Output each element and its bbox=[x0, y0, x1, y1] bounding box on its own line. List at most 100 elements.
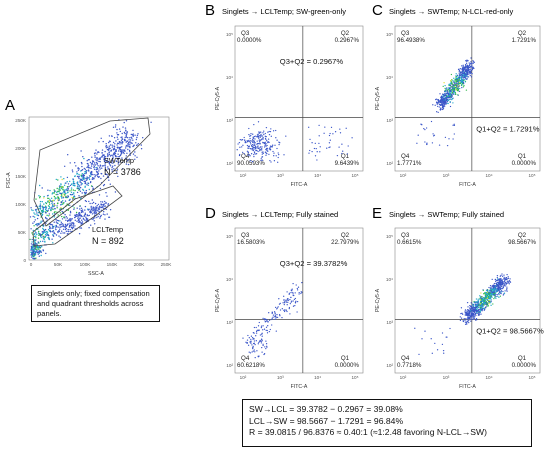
event-dot bbox=[88, 159, 90, 161]
panel-label: D bbox=[205, 205, 216, 222]
event-dot bbox=[444, 94, 447, 97]
event-dot bbox=[293, 298, 296, 301]
event-dot bbox=[268, 153, 270, 156]
event-dot bbox=[252, 133, 254, 135]
event-dot bbox=[470, 76, 473, 78]
event-dot bbox=[250, 134, 252, 137]
event-dot bbox=[439, 109, 442, 111]
event-dot bbox=[444, 136, 447, 139]
event-dot bbox=[463, 72, 465, 74]
event-dot bbox=[52, 208, 54, 210]
event-dot bbox=[84, 185, 86, 187]
event-dot bbox=[311, 142, 313, 144]
event-dot bbox=[468, 73, 470, 75]
event-dot bbox=[445, 87, 448, 89]
plot-frame bbox=[234, 227, 364, 374]
event-dot bbox=[41, 201, 43, 203]
event-dot bbox=[108, 147, 110, 149]
event-dot bbox=[252, 136, 254, 138]
event-dot bbox=[53, 205, 55, 208]
event-dot bbox=[84, 168, 87, 170]
event-dot bbox=[253, 123, 255, 126]
event-dot bbox=[283, 303, 285, 306]
event-dot bbox=[434, 104, 436, 106]
event-dot bbox=[479, 297, 481, 300]
event-dot bbox=[423, 127, 425, 130]
event-dot bbox=[130, 142, 133, 144]
event-dot bbox=[266, 140, 268, 142]
event-dot bbox=[49, 189, 51, 192]
event-dot bbox=[467, 60, 469, 62]
event-dot bbox=[54, 225, 56, 227]
event-dot bbox=[500, 283, 502, 285]
event-dot bbox=[453, 123, 455, 125]
event-dot bbox=[67, 154, 69, 156]
event-dot bbox=[455, 73, 457, 75]
event-dot bbox=[272, 316, 274, 318]
event-dot bbox=[466, 60, 468, 62]
event-dot bbox=[260, 133, 262, 136]
event-dot bbox=[116, 136, 119, 138]
event-dot bbox=[328, 134, 331, 137]
event-dot bbox=[503, 292, 506, 294]
event-dot bbox=[134, 151, 136, 153]
event-dot bbox=[36, 214, 39, 216]
event-dot bbox=[451, 89, 453, 91]
event-dot bbox=[58, 199, 60, 201]
event-dot bbox=[475, 309, 477, 311]
event-dot bbox=[462, 78, 464, 80]
event-dot bbox=[470, 61, 472, 63]
event-dot bbox=[261, 156, 263, 158]
event-dot bbox=[127, 143, 129, 145]
event-dot bbox=[98, 170, 100, 172]
panel-a-events bbox=[29, 119, 152, 260]
event-dot bbox=[466, 323, 468, 325]
event-dot bbox=[264, 151, 267, 153]
event-dot bbox=[464, 321, 467, 323]
event-dot bbox=[498, 278, 500, 280]
event-dot bbox=[471, 66, 473, 69]
event-dot bbox=[252, 149, 255, 152]
event-dot bbox=[329, 146, 331, 148]
event-dot bbox=[266, 148, 268, 150]
event-dot bbox=[438, 103, 441, 105]
event-dot bbox=[442, 349, 445, 352]
event-dot bbox=[477, 304, 479, 306]
event-dot bbox=[125, 130, 127, 132]
x-axis-label: FITC-A bbox=[459, 182, 476, 188]
event-dot bbox=[262, 152, 264, 155]
event-dot bbox=[119, 146, 122, 149]
event-dot bbox=[74, 189, 76, 192]
events bbox=[236, 121, 353, 163]
event-dot bbox=[296, 289, 299, 291]
event-dot bbox=[59, 212, 61, 214]
event-dot bbox=[482, 298, 484, 300]
event-dot bbox=[495, 295, 497, 298]
event-dot bbox=[292, 291, 294, 294]
event-dot bbox=[443, 100, 446, 103]
q3-value: 0.0000% bbox=[237, 37, 262, 44]
event-dot bbox=[466, 321, 468, 323]
event-dot bbox=[491, 278, 493, 281]
event-dot bbox=[264, 141, 266, 143]
event-dot bbox=[273, 160, 276, 162]
event-dot bbox=[136, 144, 138, 146]
event-dot bbox=[87, 177, 89, 179]
y-tick: 10³ bbox=[226, 320, 233, 325]
event-dot bbox=[247, 154, 249, 156]
event-dot bbox=[241, 146, 243, 148]
event-dot bbox=[120, 151, 123, 154]
panel-a-y-tick: 150K bbox=[15, 174, 27, 179]
event-dot bbox=[272, 144, 274, 146]
event-dot bbox=[242, 337, 244, 339]
event-dot bbox=[436, 103, 439, 105]
event-dot bbox=[275, 129, 277, 132]
event-dot bbox=[282, 302, 284, 304]
event-dot bbox=[446, 89, 449, 91]
event-dot bbox=[500, 285, 503, 288]
event-dot bbox=[94, 176, 96, 178]
q1-name: Q1 bbox=[341, 355, 350, 362]
event-dot bbox=[253, 349, 255, 351]
event-dot bbox=[437, 98, 439, 101]
event-dot bbox=[470, 62, 472, 65]
